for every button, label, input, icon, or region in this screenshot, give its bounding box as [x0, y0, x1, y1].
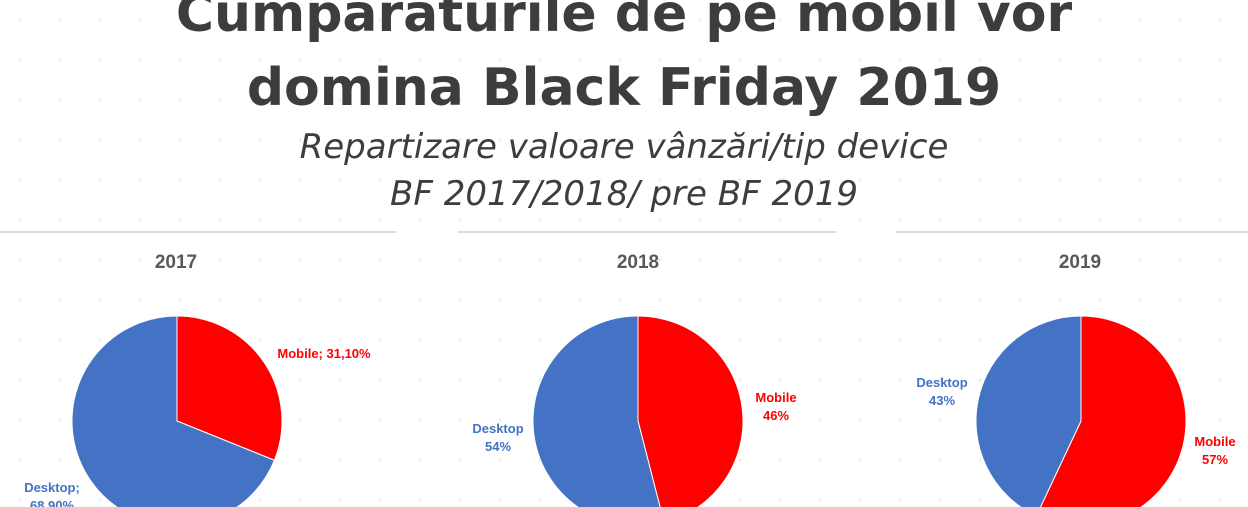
- pie-slice-2019-mobile: [1039, 315, 1187, 507]
- data-label-2018-desktop: Desktop 54%: [472, 421, 523, 454]
- subtitle-line-1: Repartizare valoare vânzări/tip device: [299, 127, 949, 167]
- data-label-2019-mobile: Mobile 57%: [1194, 434, 1235, 467]
- page-title-line-2: domina Black Friday 2019: [246, 58, 1002, 118]
- data-label-2019-desktop: Desktop 43%: [916, 375, 967, 408]
- chart-title-2019: 2019: [1058, 252, 1102, 273]
- chart-divider-2018: [458, 231, 836, 233]
- pie-slice-2018-desktop: [532, 315, 661, 507]
- chart-divider-2017: [0, 231, 396, 233]
- subtitle-line-2: BF 2017/2018/ pre BF 2019: [390, 174, 858, 214]
- chart-title-2018: 2018: [616, 252, 660, 273]
- chart-divider-2019: [896, 231, 1248, 233]
- pie-slice-2017-mobile: [176, 315, 283, 461]
- data-label-2017-desktop: Desktop; 68,90%: [24, 480, 80, 507]
- chart-title-2017: 2017: [154, 252, 198, 273]
- pie-slice-2018-mobile: [637, 315, 744, 507]
- pie-slice-2019-desktop: [975, 315, 1082, 507]
- data-label-2018-mobile: Mobile 46%: [755, 390, 796, 423]
- data-label-2017-mobile: Mobile; 31,10%: [277, 346, 371, 361]
- pie-slice-2017-desktop: [71, 315, 276, 507]
- page-title-line-1: Cumpărăturile de pe mobil vor: [175, 0, 1073, 44]
